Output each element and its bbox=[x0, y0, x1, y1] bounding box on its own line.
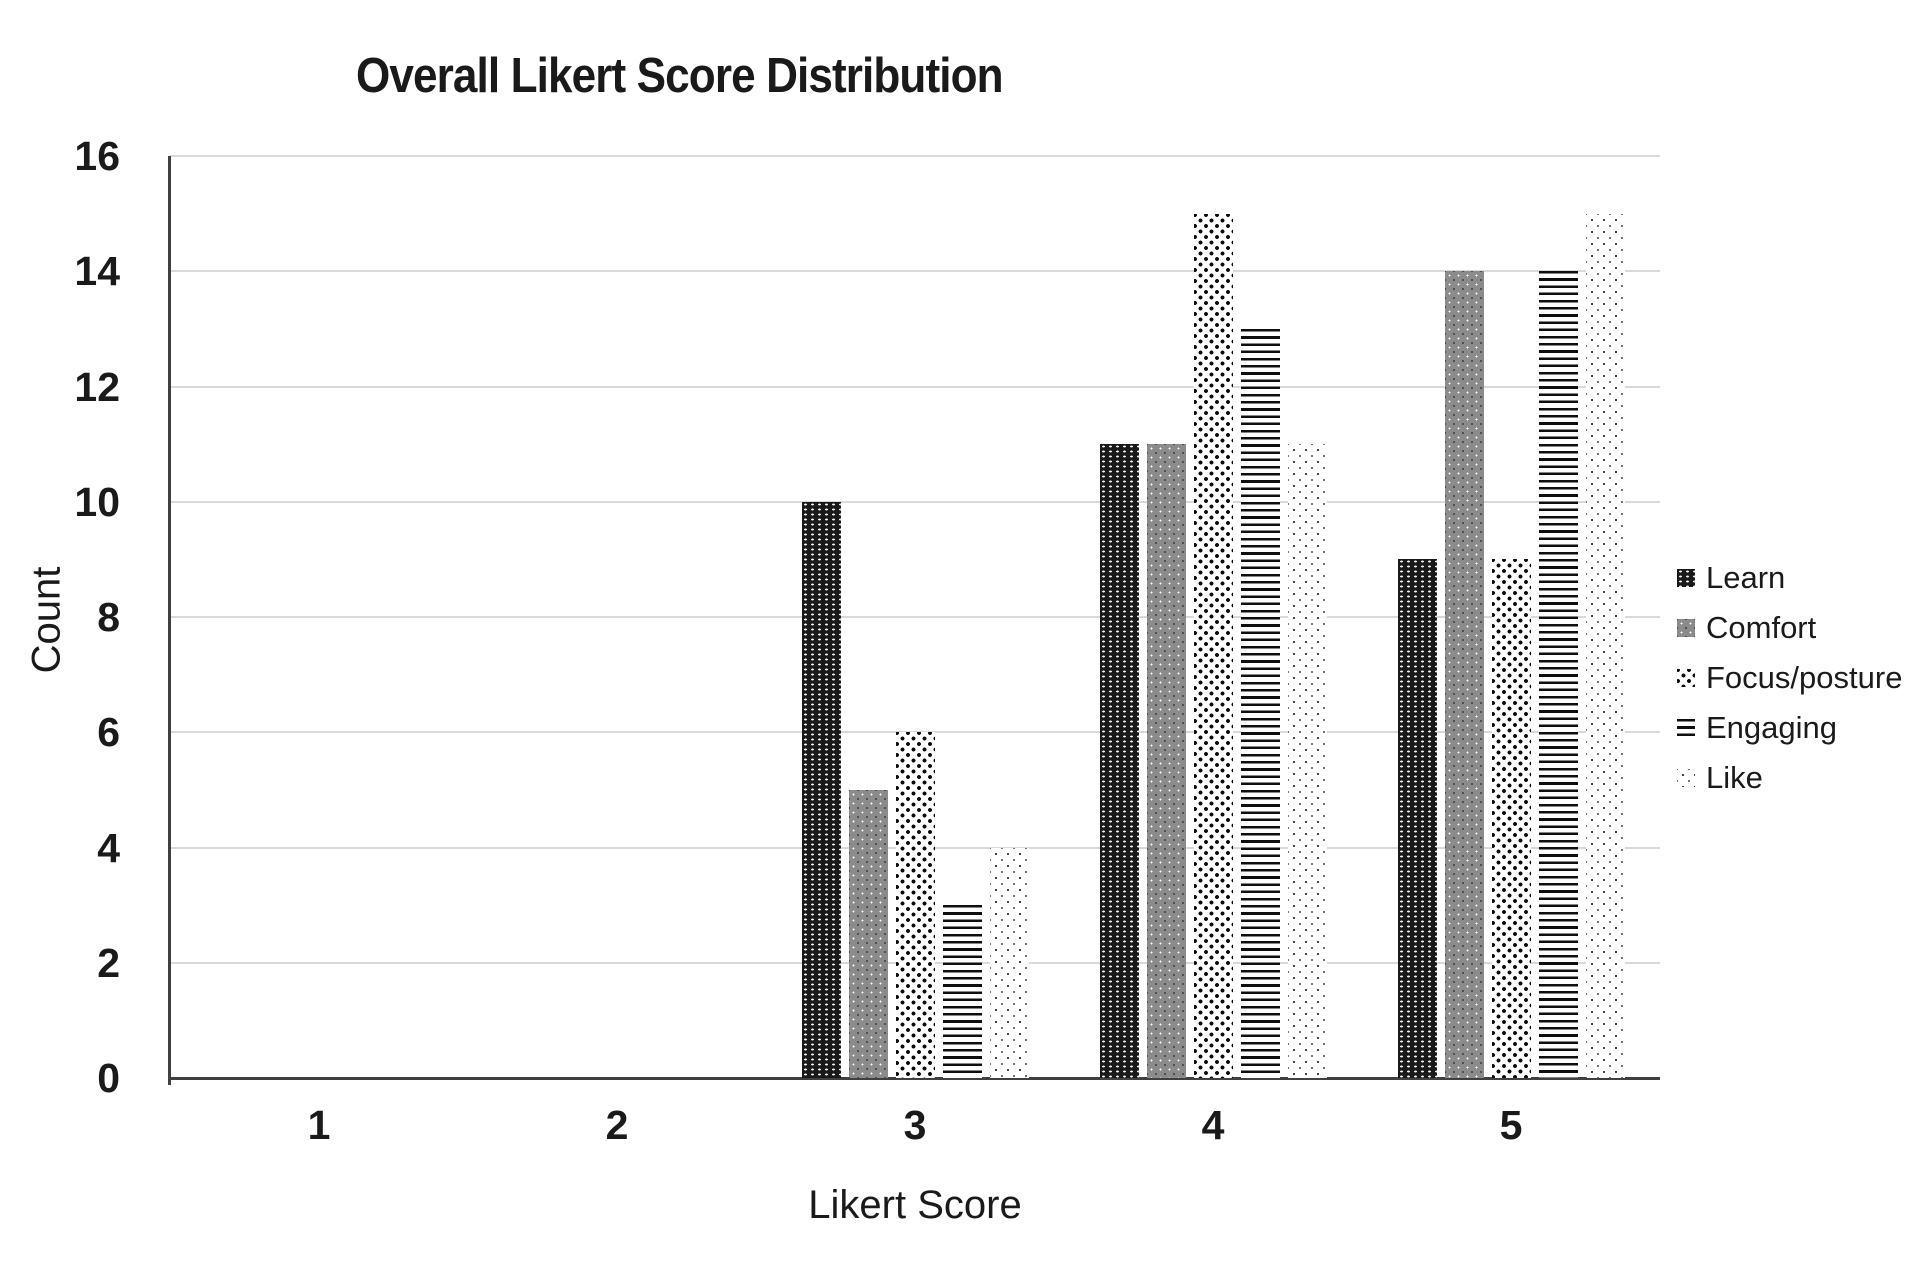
legend-label: Comfort bbox=[1706, 609, 1817, 645]
gridline bbox=[170, 155, 1660, 157]
bar-comfort-score-4 bbox=[1146, 444, 1186, 1078]
y-tick-label: 2 bbox=[97, 939, 120, 986]
category-group-4 bbox=[1064, 156, 1362, 1078]
legend: Learn Comfort Focus/posture Engaging Like bbox=[1677, 559, 1903, 795]
bar-learn-score-5 bbox=[1397, 559, 1437, 1078]
bar-comfort-score-3 bbox=[848, 789, 888, 1078]
gridline bbox=[170, 270, 1660, 273]
x-tick-label: 3 bbox=[903, 1102, 927, 1148]
bar-learn-score-4 bbox=[1099, 444, 1139, 1078]
legend-item-focus-posture: Focus/posture bbox=[1677, 659, 1903, 695]
legend-marker-icon bbox=[1677, 718, 1695, 737]
x-axis-title: Likert Score bbox=[808, 1183, 1022, 1227]
bar-focus-posture-score-3 bbox=[895, 732, 935, 1078]
category-group-2 bbox=[468, 156, 766, 1078]
y-axis-line bbox=[168, 156, 171, 1085]
legend-marker-icon bbox=[1677, 618, 1695, 637]
legend-label: Engaging bbox=[1706, 709, 1838, 745]
legend-marker-icon bbox=[1677, 568, 1695, 587]
x-tick-label: 4 bbox=[1201, 1102, 1225, 1148]
y-tick-label: 16 bbox=[74, 133, 120, 179]
bar-focus-posture-score-4 bbox=[1193, 213, 1233, 1078]
bar-focus-posture-score-5 bbox=[1491, 559, 1531, 1078]
category-group-5 bbox=[1362, 156, 1660, 1078]
category-group-1 bbox=[170, 156, 468, 1078]
y-tick-label: 0 bbox=[97, 1055, 120, 1101]
y-tick-label: 6 bbox=[97, 709, 120, 756]
bar-like-score-5 bbox=[1585, 213, 1625, 1078]
chart-title: Overall Likert Score Distribution bbox=[356, 49, 1004, 103]
bar-engaging-score-4 bbox=[1240, 328, 1280, 1078]
bar-like-score-4 bbox=[1287, 444, 1327, 1078]
x-tick-label: 2 bbox=[605, 1102, 629, 1148]
bar-engaging-score-5 bbox=[1538, 271, 1578, 1078]
plot-area bbox=[170, 155, 1660, 1080]
x-axis-line bbox=[170, 1077, 1660, 1080]
x-tick-label: 5 bbox=[1499, 1102, 1523, 1148]
legend-item-comfort: Comfort bbox=[1677, 609, 1902, 645]
y-tick-label: 4 bbox=[97, 824, 120, 871]
category-group-3 bbox=[766, 156, 1064, 1078]
legend-marker-icon bbox=[1677, 768, 1695, 787]
legend-label: Focus/posture bbox=[1706, 659, 1903, 695]
gridline bbox=[170, 616, 1660, 618]
y-tick-label: 14 bbox=[74, 248, 120, 295]
bar-learn-score-3 bbox=[801, 501, 841, 1078]
legend-marker-icon bbox=[1677, 668, 1695, 687]
legend-label: Like bbox=[1706, 759, 1763, 795]
y-tick-label: 12 bbox=[74, 363, 120, 410]
legend-item-like: Like bbox=[1677, 759, 1902, 795]
bar-engaging-score-3 bbox=[942, 905, 982, 1078]
gridline bbox=[170, 385, 1660, 388]
y-tick-label: 10 bbox=[74, 478, 120, 525]
bar-like-score-3 bbox=[989, 847, 1029, 1078]
x-tick-label: 1 bbox=[307, 1102, 331, 1148]
legend-item-learn: Learn bbox=[1677, 559, 1902, 595]
bar-comfort-score-5 bbox=[1444, 271, 1484, 1078]
legend-item-engaging: Engaging bbox=[1677, 709, 1902, 745]
gridline bbox=[170, 500, 1660, 503]
legend-label: Learn bbox=[1706, 559, 1786, 595]
y-tick-label: 8 bbox=[97, 594, 120, 640]
